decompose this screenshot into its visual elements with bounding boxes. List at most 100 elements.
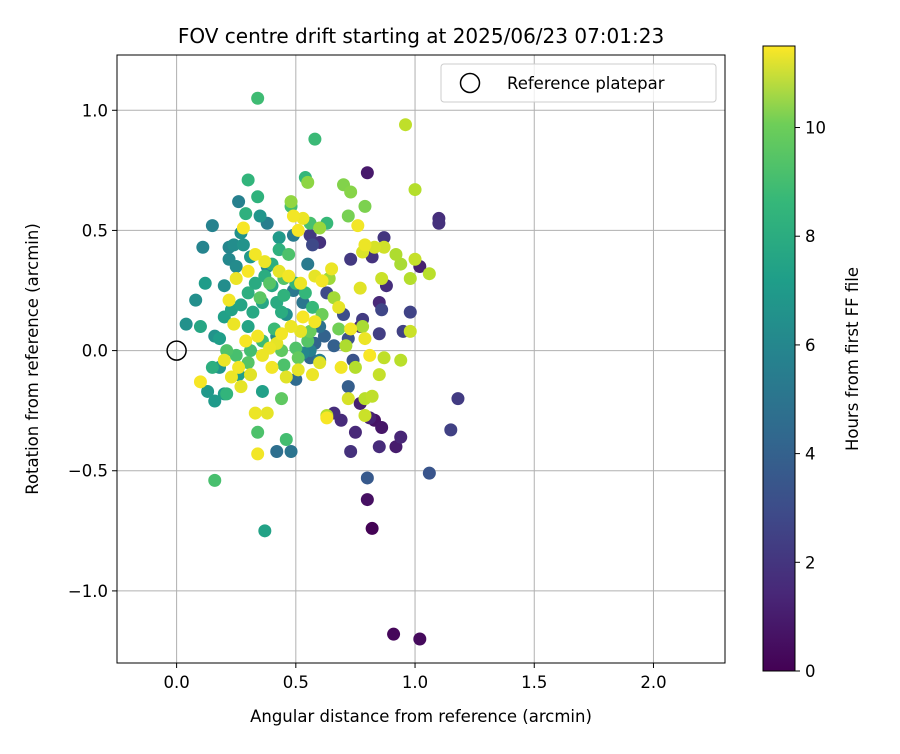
scatter-point (313, 221, 327, 235)
scatter-point (251, 425, 265, 439)
scatter-point (253, 209, 267, 223)
colorbar (762, 45, 796, 672)
scatter-point (208, 394, 222, 408)
scatter-point (251, 91, 265, 105)
colorbar-tick-label: 8 (805, 227, 816, 246)
scatter-point (375, 420, 389, 434)
scatter-point (279, 433, 293, 447)
scatter-point (394, 430, 408, 444)
scatter-point (365, 521, 379, 535)
scatter-point (344, 185, 358, 199)
scatter-point (334, 360, 348, 374)
x-axis-label: Angular distance from reference (arcmin) (250, 707, 592, 726)
scatter-point (265, 360, 279, 374)
scatter-point (358, 238, 372, 252)
scatter-point (294, 276, 308, 290)
scatter-point (236, 221, 250, 235)
scatter-point (193, 375, 207, 389)
y-tick-label: 1.0 (82, 101, 108, 120)
scatter-point (213, 332, 227, 346)
colorbar-tick-label: 4 (805, 445, 816, 464)
scatter-point (224, 370, 238, 384)
scatter-point (275, 327, 289, 341)
scatter-point (344, 445, 358, 459)
scatter-point (422, 267, 436, 281)
scatter-point (244, 344, 258, 358)
scatter-point (372, 368, 386, 382)
scatter-point (372, 327, 386, 341)
scatter-point (222, 293, 236, 307)
y-axis-ticks: −1.0 −0.5 0.0 0.5 1.0 (68, 101, 117, 601)
scatter-point (189, 293, 203, 307)
scatter-point (358, 332, 372, 346)
x-axis-ticks: 0.0 0.5 1.0 1.5 2.0 (163, 663, 667, 692)
scatter-point (327, 291, 341, 305)
x-tick-label: 0.0 (163, 673, 189, 692)
scatter-point (356, 320, 370, 334)
scatter-point (263, 341, 277, 355)
scatter-point (248, 276, 262, 290)
y-tick-label: 0.5 (82, 221, 108, 240)
scatter-point (313, 356, 327, 370)
scatter-point (422, 466, 436, 480)
scatter-point (296, 310, 310, 324)
scatter-point (286, 209, 300, 223)
scatter-point (377, 351, 391, 365)
grid (117, 55, 725, 663)
scatter-point (279, 370, 293, 384)
scatter-point (284, 445, 298, 459)
scatter-point (341, 392, 355, 406)
y-tick-label: 0.0 (82, 342, 108, 361)
scatter-point (306, 300, 320, 314)
scatter-point (444, 423, 458, 437)
scatter-point (179, 317, 193, 331)
scatter-point (198, 276, 212, 290)
scatter-point (217, 353, 231, 367)
scatter-point (220, 387, 234, 401)
scatter-point (234, 298, 248, 312)
scatter-point (360, 471, 374, 485)
scatter-point (251, 329, 265, 343)
scatter-point (205, 219, 219, 233)
scatter-point (403, 324, 417, 338)
scatter-point (227, 238, 241, 252)
scatter-point (358, 199, 372, 213)
scatter-point (251, 447, 265, 461)
scatter-point (258, 524, 272, 538)
scatter-point (201, 384, 215, 398)
scatter-point (360, 166, 374, 180)
colorbar-tick-label: 6 (805, 336, 816, 355)
scatter-point (275, 305, 289, 319)
scatter-point (332, 322, 346, 336)
y-tick-label: −1.0 (68, 582, 108, 601)
legend: Reference platepar (440, 63, 717, 103)
scatter-point (394, 257, 408, 271)
scatter-point (403, 305, 417, 319)
scatter-point (208, 473, 222, 487)
scatter-point (253, 291, 267, 305)
scatter-point (272, 231, 286, 245)
scatter-point (358, 408, 372, 422)
scatter-point (320, 411, 334, 425)
scatter-point (193, 320, 207, 334)
scatter-point (282, 247, 296, 261)
scatter-point (339, 339, 353, 353)
x-tick-label: 0.5 (283, 673, 309, 692)
scatter-point (248, 406, 262, 420)
scatter-point (241, 320, 255, 334)
legend-label: Reference platepar (507, 74, 665, 93)
scatter-point (408, 183, 422, 197)
scatter-point (332, 300, 346, 314)
scatter-point (394, 353, 408, 367)
scatter-point (360, 493, 374, 507)
scatter-point (291, 351, 305, 365)
scatter-point (341, 380, 355, 394)
scatter-point (241, 173, 255, 187)
scatter-point (301, 175, 315, 189)
x-tick-label: 2.0 (640, 673, 666, 692)
axes-frame (116, 54, 726, 664)
scatter-point (308, 315, 322, 329)
scatter-point (451, 392, 465, 406)
scatter-point (353, 281, 367, 295)
